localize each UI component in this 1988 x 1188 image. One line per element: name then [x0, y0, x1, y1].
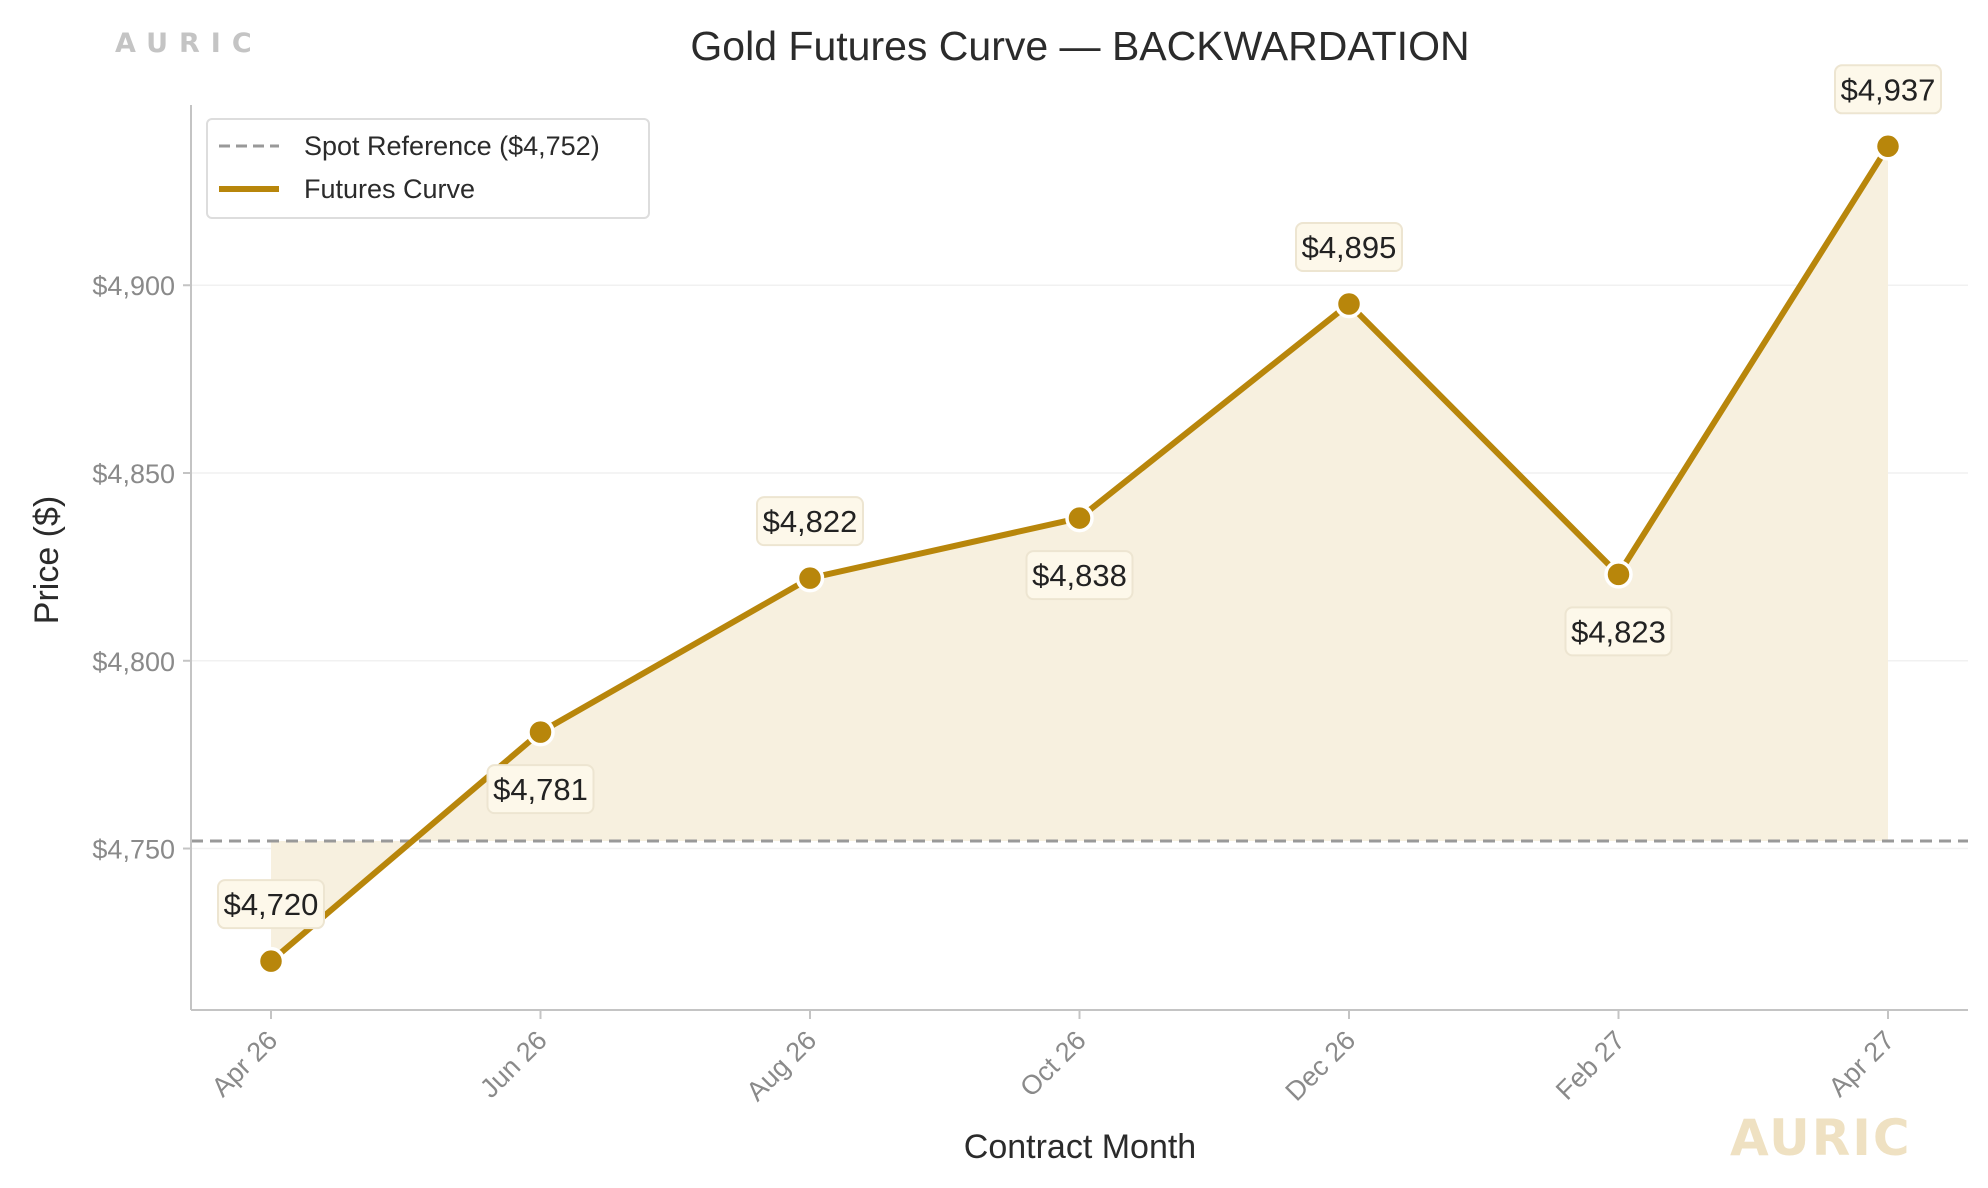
legend-box: [206, 118, 650, 219]
futures-curve-points: [256, 132, 1903, 976]
data-label-value: $4,895: [1302, 230, 1397, 265]
x-tick-label: Apr 26: [206, 1025, 283, 1102]
data-label: $4,937: [1834, 64, 1942, 115]
data-label-box: [756, 496, 864, 547]
y-axis-label: Price ($): [28, 496, 66, 624]
y-tick-label: $4,900: [92, 271, 175, 301]
data-label: $4,895: [1295, 222, 1403, 273]
data-label-value: $4,823: [1571, 614, 1666, 649]
x-tick-label: Jun 26: [474, 1025, 553, 1104]
data-label-box: [1564, 606, 1673, 657]
y-tick-label: $4,750: [92, 835, 175, 865]
data-label-value: $4,781: [493, 772, 588, 807]
data-point: [1604, 560, 1633, 589]
data-point: [256, 946, 286, 976]
brand-watermark: AURIC: [1730, 1109, 1912, 1167]
y-ticks: $4,750 $4,800 $4,850 $4,900: [92, 271, 191, 865]
data-point: [526, 717, 555, 747]
data-label: $4,720: [217, 879, 325, 930]
brand-wordmark: AURIC: [115, 28, 263, 59]
legend-futures-curve: Futures Curve: [304, 174, 475, 204]
data-point: [1873, 132, 1903, 161]
y-tick-label: $4,800: [92, 647, 175, 677]
x-tick-label: Dec 26: [1280, 1025, 1362, 1107]
x-tick-label: Feb 27: [1550, 1025, 1631, 1106]
data-label-value: $4,937: [1841, 72, 1936, 107]
data-point: [1065, 503, 1094, 533]
x-tick-label: Apr 27: [1823, 1025, 1900, 1102]
x-axis-label: Contract Month: [964, 1128, 1196, 1166]
data-label: $4,838: [1025, 550, 1134, 601]
x-tick-label: Aug 26: [741, 1025, 823, 1107]
data-label: $4,823: [1564, 606, 1673, 657]
data-label-box: [217, 879, 325, 930]
data-labels: $4,720 $4,781 $4,822 $4,838 $4,895 $4,823 $4,9…: [217, 64, 1942, 930]
x-ticks: Apr 26 Jun 26 Aug 26 Oct 26 Dec 26 Feb 27 Apr …: [206, 1010, 1900, 1107]
data-label-box: [1295, 222, 1403, 273]
data-label-value: $4,838: [1032, 558, 1127, 593]
data-label: $4,822: [756, 496, 864, 547]
chart-title: Gold Futures Curve — BACKWARDATION: [690, 23, 1469, 69]
data-point: [795, 563, 825, 593]
data-label-box: [1834, 64, 1942, 115]
legend-spot-reference: Spot Reference ($4,752): [304, 131, 600, 161]
x-tick-label: Oct 26: [1014, 1025, 1091, 1102]
data-label: $4,781: [486, 764, 595, 815]
y-tick-label: $4,850: [92, 459, 175, 489]
data-label-box: [1025, 550, 1134, 601]
data-label-value: $4,822: [763, 504, 858, 539]
data-point: [1334, 289, 1364, 319]
data-label-value: $4,720: [224, 887, 319, 922]
data-label-box: [486, 764, 595, 815]
chart-legend: Spot Reference ($4,752) Futures Curve: [206, 118, 650, 219]
